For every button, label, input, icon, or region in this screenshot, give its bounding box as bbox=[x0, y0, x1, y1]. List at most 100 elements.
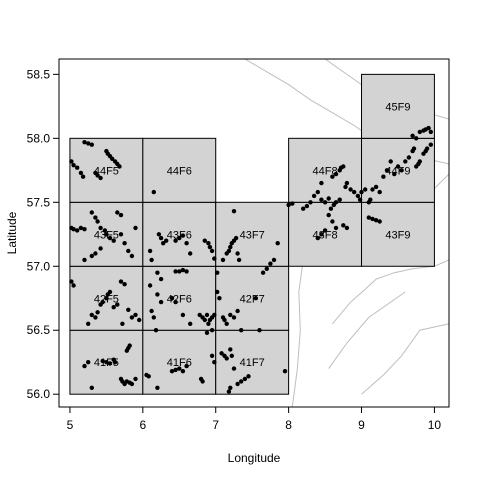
data-point-88 bbox=[184, 241, 189, 246]
data-point-46 bbox=[95, 310, 100, 315]
data-point-150 bbox=[275, 241, 280, 246]
data-point-25 bbox=[95, 219, 100, 224]
data-point-161 bbox=[257, 328, 262, 333]
data-point-179 bbox=[308, 200, 313, 205]
rectangle-label-43F5: 43F5 bbox=[94, 229, 119, 241]
rectangle-label-43F7: 43F7 bbox=[240, 229, 265, 241]
y-tick-label-57.5: 57.5 bbox=[27, 195, 51, 209]
data-point-173 bbox=[246, 374, 251, 379]
data-point-92 bbox=[158, 276, 164, 282]
data-point-203 bbox=[343, 184, 348, 190]
data-point-178 bbox=[304, 203, 310, 209]
data-point-87 bbox=[180, 233, 186, 238]
rectangle-label-43F9: 43F9 bbox=[385, 229, 410, 241]
rectangle-label-43F8: 43F8 bbox=[313, 229, 338, 241]
data-point-111 bbox=[180, 312, 186, 318]
data-point-99 bbox=[206, 241, 211, 246]
data-point-142 bbox=[233, 235, 239, 241]
data-point-144 bbox=[236, 257, 242, 263]
data-point-175 bbox=[286, 202, 291, 208]
data-point-128 bbox=[177, 366, 182, 371]
data-point-31 bbox=[89, 253, 95, 259]
data-point-214 bbox=[373, 184, 379, 190]
data-point-37 bbox=[126, 248, 131, 254]
data-point-2 bbox=[75, 165, 80, 170]
data-point-176 bbox=[290, 201, 295, 206]
rectangle-label-44F6: 44F6 bbox=[167, 165, 192, 177]
data-point-9 bbox=[95, 173, 100, 178]
data-point-223 bbox=[392, 171, 397, 177]
data-point-189 bbox=[326, 212, 331, 218]
data-point-109 bbox=[169, 296, 175, 301]
data-point-106 bbox=[149, 308, 154, 314]
data-point-66 bbox=[104, 360, 109, 365]
data-point-197 bbox=[319, 180, 324, 186]
data-point-170 bbox=[235, 381, 240, 387]
data-point-145 bbox=[231, 209, 237, 214]
data-point-42 bbox=[69, 279, 74, 284]
data-point-103 bbox=[147, 283, 153, 288]
data-point-93 bbox=[173, 269, 178, 274]
data-point-235 bbox=[424, 146, 430, 151]
data-point-216 bbox=[366, 215, 371, 220]
data-point-183 bbox=[322, 200, 328, 205]
data-point-218 bbox=[373, 218, 379, 223]
data-point-86 bbox=[177, 235, 182, 241]
data-point-242 bbox=[414, 136, 419, 141]
data-point-94 bbox=[177, 269, 182, 274]
data-point-76 bbox=[133, 376, 138, 382]
data-point-190 bbox=[330, 219, 335, 224]
data-point-112 bbox=[188, 321, 193, 326]
data-point-195 bbox=[319, 232, 324, 237]
rectangle-43F8 bbox=[288, 201, 363, 267]
data-point-1 bbox=[71, 163, 76, 168]
data-point-56 bbox=[122, 282, 127, 287]
data-point-210 bbox=[363, 187, 368, 192]
data-point-104 bbox=[155, 292, 160, 297]
rectangle-label-44F8: 44F8 bbox=[313, 165, 338, 177]
data-point-108 bbox=[153, 328, 159, 333]
data-point-69 bbox=[112, 360, 118, 365]
data-point-215 bbox=[377, 189, 382, 195]
data-point-39 bbox=[115, 210, 120, 215]
coastline-segment-5 bbox=[361, 323, 449, 395]
data-point-126 bbox=[169, 369, 175, 374]
data-point-83 bbox=[161, 241, 166, 246]
data-point-151 bbox=[215, 289, 220, 295]
data-point-237 bbox=[417, 129, 422, 135]
data-point-159 bbox=[239, 328, 244, 333]
data-point-206 bbox=[352, 189, 357, 195]
rectangle-43F7 bbox=[215, 201, 290, 267]
data-point-208 bbox=[357, 197, 363, 202]
data-point-29 bbox=[107, 235, 113, 241]
data-point-58 bbox=[129, 315, 135, 320]
x-tick-label-7: 7 bbox=[212, 418, 219, 432]
data-point-0 bbox=[69, 159, 74, 164]
data-point-113 bbox=[197, 312, 202, 318]
data-point-102 bbox=[212, 256, 217, 261]
y-tick-label-57: 57.0 bbox=[27, 259, 51, 273]
data-point-64 bbox=[89, 385, 95, 390]
data-point-182 bbox=[319, 197, 324, 202]
data-point-40 bbox=[118, 212, 124, 218]
data-point-81 bbox=[156, 232, 162, 237]
data-point-84 bbox=[164, 238, 169, 243]
data-point-158 bbox=[235, 308, 240, 314]
data-point-33 bbox=[98, 246, 103, 251]
rectangle-44F8 bbox=[288, 137, 363, 203]
data-point-20 bbox=[75, 228, 80, 233]
data-point-107 bbox=[151, 315, 156, 320]
data-point-17 bbox=[117, 164, 122, 169]
data-point-57 bbox=[126, 307, 131, 312]
data-point-148 bbox=[268, 261, 273, 266]
data-point-198 bbox=[330, 174, 335, 179]
data-point-164 bbox=[224, 356, 229, 361]
data-point-199 bbox=[333, 171, 339, 177]
rectangle-label-43F6: 43F6 bbox=[167, 229, 192, 241]
data-point-152 bbox=[217, 296, 222, 301]
data-point-35 bbox=[118, 232, 124, 237]
data-point-193 bbox=[344, 225, 350, 231]
data-point-221 bbox=[384, 168, 390, 173]
data-point-205 bbox=[348, 187, 353, 192]
